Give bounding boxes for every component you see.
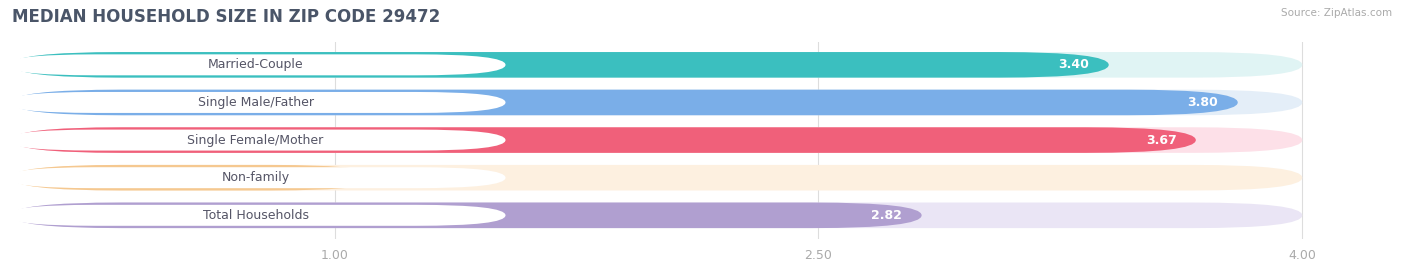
Text: Single Male/Father: Single Male/Father — [198, 96, 314, 109]
Text: Married-Couple: Married-Couple — [208, 58, 304, 71]
FancyBboxPatch shape — [6, 92, 506, 113]
Text: 2.82: 2.82 — [872, 209, 903, 222]
Text: 3.40: 3.40 — [1059, 58, 1090, 71]
FancyBboxPatch shape — [6, 167, 506, 188]
FancyBboxPatch shape — [13, 90, 1302, 115]
Text: Non-family: Non-family — [222, 171, 290, 184]
Text: 1.14: 1.14 — [329, 171, 360, 184]
FancyBboxPatch shape — [13, 203, 922, 228]
FancyBboxPatch shape — [6, 130, 506, 151]
FancyBboxPatch shape — [13, 52, 1109, 78]
FancyBboxPatch shape — [13, 203, 1302, 228]
Text: 3.80: 3.80 — [1188, 96, 1219, 109]
Text: Source: ZipAtlas.com: Source: ZipAtlas.com — [1281, 8, 1392, 18]
FancyBboxPatch shape — [13, 90, 1237, 115]
FancyBboxPatch shape — [13, 127, 1197, 153]
FancyBboxPatch shape — [13, 127, 1302, 153]
FancyBboxPatch shape — [6, 54, 506, 75]
FancyBboxPatch shape — [6, 205, 506, 226]
Text: Total Households: Total Households — [202, 209, 308, 222]
FancyBboxPatch shape — [13, 165, 1302, 190]
Text: MEDIAN HOUSEHOLD SIZE IN ZIP CODE 29472: MEDIAN HOUSEHOLD SIZE IN ZIP CODE 29472 — [13, 8, 440, 26]
Text: Single Female/Mother: Single Female/Mother — [187, 134, 323, 147]
FancyBboxPatch shape — [13, 52, 1302, 78]
FancyBboxPatch shape — [13, 165, 380, 190]
Text: 3.67: 3.67 — [1146, 134, 1177, 147]
